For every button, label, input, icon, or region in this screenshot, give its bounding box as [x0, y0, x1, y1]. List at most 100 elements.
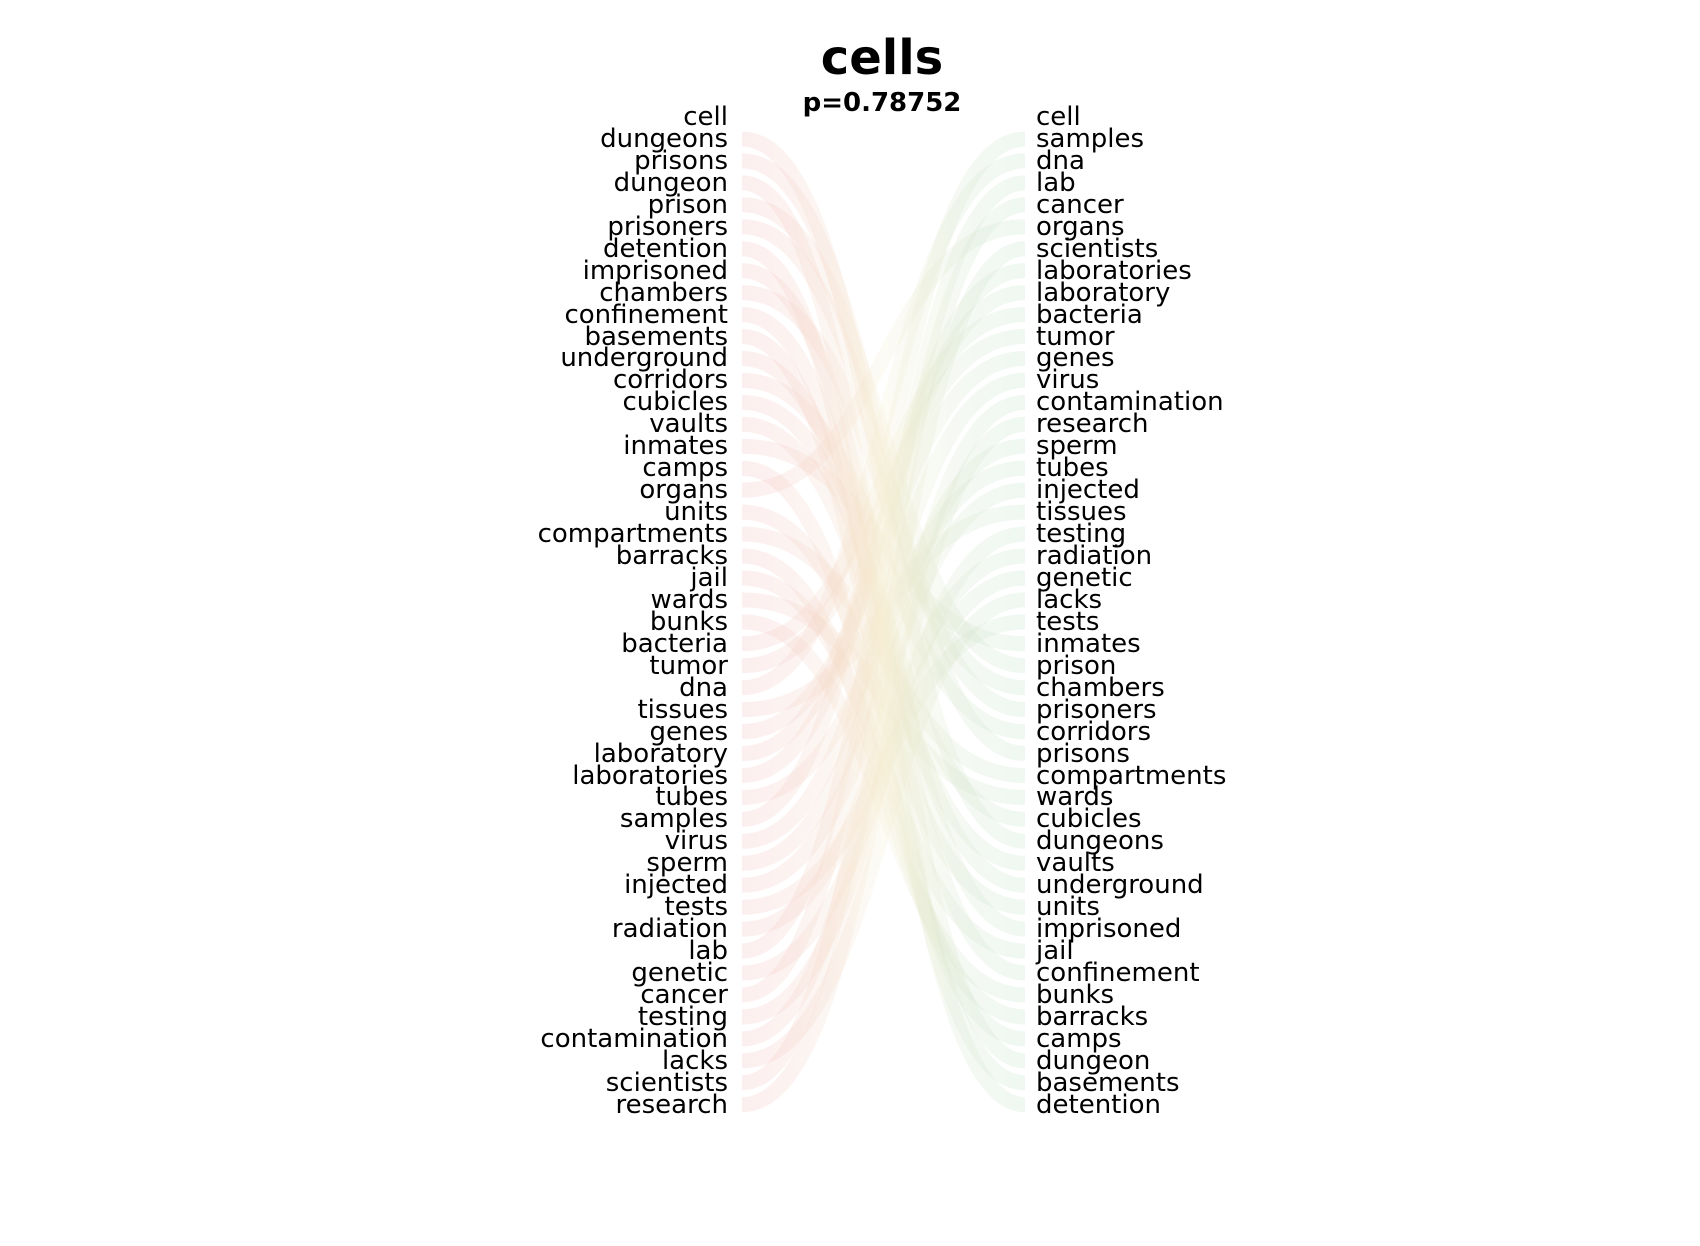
left-word: tubes: [655, 782, 728, 813]
left-word: tumor: [649, 650, 728, 681]
left-word: genetic: [631, 958, 728, 989]
right-word: basements: [1036, 1067, 1180, 1098]
left-word: radiation: [611, 914, 728, 945]
rank-link-path: [741, 197, 1026, 1003]
left-word: dungeon: [613, 167, 728, 198]
left-word: testing: [637, 1001, 728, 1032]
left-word: chambers: [599, 277, 728, 308]
right-word: testing: [1036, 519, 1127, 550]
left-word: cell: [683, 102, 728, 132]
right-word: research: [1036, 409, 1149, 440]
left-word: jail: [690, 562, 728, 593]
right-word: cell: [1036, 102, 1081, 132]
left-word: laboratory: [593, 738, 728, 769]
right-word: units: [1036, 892, 1100, 923]
left-word: contamination: [540, 1023, 728, 1054]
right-word: dungeons: [1036, 826, 1164, 857]
right-word: laboratories: [1036, 255, 1192, 286]
left-word: prisoners: [607, 211, 728, 242]
left-word: bunks: [649, 606, 728, 637]
right-word: jail: [1036, 936, 1074, 967]
right-word: inmates: [1036, 628, 1141, 659]
rank-link: [741, 197, 1026, 1003]
left-word: lacks: [661, 1045, 728, 1076]
right-word: prison: [1036, 650, 1117, 681]
left-word: inmates: [623, 431, 728, 462]
left-word: genes: [649, 716, 728, 747]
left-word: injected: [624, 870, 728, 901]
right-word: organs: [1036, 211, 1125, 242]
left-word: tests: [664, 892, 728, 923]
right-word: genes: [1036, 343, 1115, 374]
right-word: prisoners: [1036, 694, 1157, 725]
left-word: wards: [650, 584, 728, 615]
left-word: tissues: [637, 694, 728, 725]
right-word: compartments: [1036, 760, 1227, 791]
right-word: dungeon: [1036, 1045, 1151, 1076]
left-word: cubicles: [622, 387, 728, 418]
right-word: cancer: [1036, 189, 1124, 220]
right-word: prisons: [1036, 738, 1130, 769]
rank-link: [741, 394, 1026, 1047]
left-word: underground: [560, 343, 728, 374]
left-word: imprisoned: [582, 255, 728, 286]
left-word: prison: [647, 189, 728, 220]
right-word: detention: [1036, 1089, 1161, 1120]
rank-link-path: [741, 131, 1026, 827]
left-word: compartments: [537, 519, 728, 550]
left-word: bacteria: [621, 628, 728, 659]
left-word: samples: [619, 804, 728, 835]
left-word: corridors: [613, 365, 728, 396]
right-word: wards: [1036, 782, 1114, 813]
left-word: barracks: [615, 541, 728, 571]
left-word: confinement: [564, 299, 728, 330]
right-word: virus: [1036, 365, 1100, 396]
left-word: scientists: [605, 1067, 728, 1098]
right-word: scientists: [1036, 233, 1159, 264]
right-word: bacteria: [1036, 299, 1143, 330]
left-word: camps: [642, 453, 728, 484]
left-word: prisons: [634, 145, 728, 176]
rank-link: [741, 416, 1026, 1113]
left-word: cancer: [640, 980, 728, 1010]
right-word: imprisoned: [1036, 914, 1182, 945]
left-word: organs: [639, 475, 728, 506]
right-word: barracks: [1036, 1001, 1149, 1032]
left-word: lab: [688, 936, 728, 967]
left-word: detention: [603, 233, 728, 264]
right-word: sperm: [1036, 431, 1118, 462]
right-word: cubicles: [1036, 804, 1142, 835]
right-word: camps: [1036, 1023, 1122, 1054]
rank-link-path: [741, 241, 1026, 1091]
right-word: samples: [1036, 123, 1145, 154]
left-word: virus: [664, 826, 728, 857]
right-word: corridors: [1036, 716, 1151, 747]
right-word: chambers: [1036, 672, 1165, 703]
left-word: basements: [584, 321, 728, 352]
right-word: confinement: [1036, 958, 1200, 989]
right-word: injected: [1036, 475, 1140, 506]
left-word: dna: [679, 672, 728, 703]
right-word: genetic: [1036, 562, 1133, 593]
right-word: dna: [1036, 145, 1085, 176]
left-word: laboratories: [572, 760, 728, 791]
right-word: contamination: [1036, 387, 1224, 418]
rank-link-path: [741, 394, 1026, 1047]
right-word: tissues: [1036, 497, 1127, 528]
rank-link: [741, 131, 1026, 827]
chart-subtitle: p=0.78752: [802, 88, 962, 118]
right-word: laboratory: [1036, 277, 1171, 308]
left-word: vaults: [649, 409, 728, 440]
left-word: units: [664, 497, 728, 528]
chart-title: cells: [820, 30, 944, 86]
right-word: vaults: [1036, 848, 1115, 879]
left-word: sperm: [646, 848, 728, 879]
left-word: dungeons: [600, 123, 728, 154]
right-word: tubes: [1036, 453, 1109, 484]
right-word: underground: [1036, 870, 1204, 901]
right-word: lab: [1036, 167, 1076, 198]
right-word: tumor: [1036, 321, 1115, 352]
rank-link: [741, 241, 1026, 1091]
rank-link-path: [741, 416, 1026, 1113]
